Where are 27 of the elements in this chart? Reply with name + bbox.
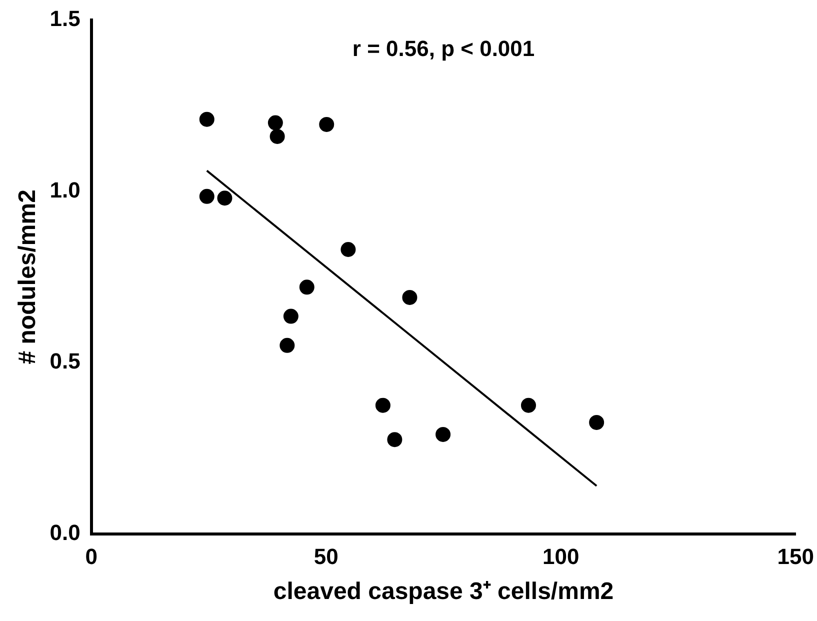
- point: [280, 338, 295, 353]
- point: [375, 398, 390, 413]
- point: [199, 112, 214, 127]
- point: [199, 188, 214, 204]
- point: [268, 115, 283, 130]
- point: [319, 116, 334, 132]
- x-axis-title: cleaved caspase 3⁺ cells/mm2: [273, 578, 614, 606]
- point: [299, 280, 314, 295]
- x-tick-label: 150: [777, 544, 814, 570]
- x-tick-label: 50: [314, 544, 338, 570]
- point: [436, 426, 451, 442]
- point: [283, 308, 298, 324]
- point: [387, 432, 402, 448]
- point: [402, 290, 418, 305]
- x-tick-label: 0: [85, 544, 98, 570]
- y-tick-label: 0.0: [50, 520, 80, 545]
- y-tick-label: 1.0: [50, 177, 80, 202]
- x-tick-label: 100: [542, 544, 580, 570]
- y-tick-label: 0.5: [50, 348, 80, 374]
- point: [217, 190, 232, 206]
- point: [589, 414, 604, 430]
- point: [520, 398, 536, 413]
- point: [340, 242, 356, 257]
- y-axis-title: # nodules/mm2: [14, 190, 42, 364]
- y-tick-label: 1.5: [50, 6, 80, 32]
- annotation: r = 0.56, p < 0.001: [352, 36, 535, 62]
- point: [270, 128, 285, 144]
